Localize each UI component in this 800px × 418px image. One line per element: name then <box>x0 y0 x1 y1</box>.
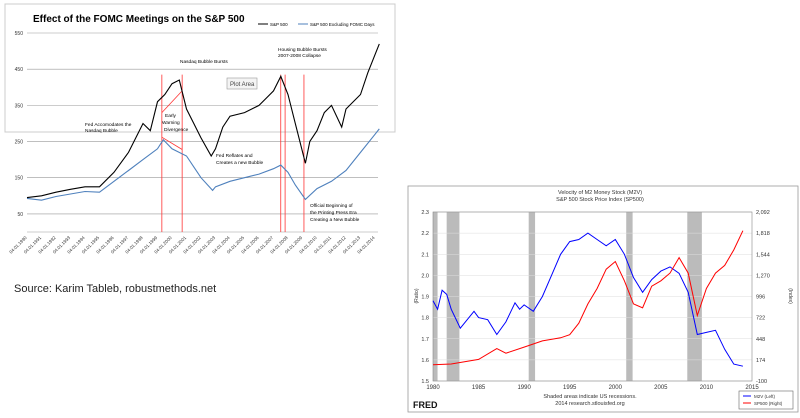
annotation: Creating a New Bubble <box>310 217 360 223</box>
y-tick-label: 2.3 <box>421 210 429 216</box>
series-line-0 <box>26 43 380 199</box>
y-right-axis-label: (Index) <box>787 288 793 304</box>
y-right-tick-label: 2,092 <box>756 210 770 216</box>
y-tick-label: 2.1 <box>421 252 429 258</box>
chart-title: Effect of the FOMC Meetings on the S&P 5… <box>33 14 245 25</box>
y-right-tick-label: 1,818 <box>756 231 770 237</box>
divergence-arrow <box>161 90 183 113</box>
x-tick-label: 1990 <box>517 385 531 391</box>
annotation: Nasdaq Bubble <box>85 128 118 134</box>
x-tick-label: 2015 <box>745 385 759 391</box>
x-tick-label: 2000 <box>609 385 623 391</box>
y-tick-label: 1.7 <box>421 337 429 343</box>
x-tick-label: 1995 <box>563 385 577 391</box>
y-axis-label: (Ratio) <box>414 288 420 303</box>
legend-label: S&P 500 Excluding FOMC Days <box>310 22 375 27</box>
y-right-tick-label: 448 <box>756 337 765 343</box>
chart-title: Velocity of M2 Money Stock (M2V) <box>558 190 642 196</box>
y-tick-label: 350 <box>15 103 24 109</box>
series-line-1 <box>26 128 380 201</box>
y-tick-label: 550 <box>15 31 24 37</box>
plot-frame <box>432 211 753 382</box>
legend-label: S&P 500 <box>270 22 288 27</box>
chart-subtitle: S&P 500 Stock Price Index (SP500) <box>556 197 644 203</box>
y-right-tick-label: 996 <box>756 295 765 301</box>
y-tick-label: 250 <box>15 140 24 146</box>
annotation: Early <box>165 113 177 119</box>
y-tick-label: 2.2 <box>421 231 429 237</box>
y-tick-label: 1.9 <box>421 295 429 301</box>
legend-label: M2V (Left) <box>754 394 776 399</box>
legend-box <box>738 390 794 410</box>
annotation: Divergence <box>164 127 189 133</box>
annotation: Creates a new Bubble <box>216 160 264 166</box>
x-tick-label: 1980 <box>426 385 440 391</box>
annotation: Official Beginning of <box>310 203 353 209</box>
y-right-tick-label: 722 <box>756 316 765 322</box>
series-line-1 <box>432 230 744 366</box>
y-right-tick-label: 1,544 <box>756 252 770 258</box>
x-tick-label: 2005 <box>654 385 668 391</box>
annotation: Plot Area <box>230 82 255 88</box>
y-tick-label: 50 <box>17 212 23 218</box>
annotation: the Printing Press Era <box>310 210 357 216</box>
annotation: 2007-2008 Collapse <box>278 53 321 59</box>
right-chart-panel <box>407 185 799 413</box>
annotation: Nasdaq Bubble Bursts <box>180 59 228 65</box>
fred-logo: FRED <box>413 400 438 410</box>
y-right-tick-label: -100 <box>756 379 767 385</box>
y-tick-label: 1.8 <box>421 316 429 322</box>
y-tick-label: 150 <box>15 176 24 182</box>
y-tick-label: 2.0 <box>421 273 429 279</box>
y-right-tick-label: 1,270 <box>756 273 770 279</box>
y-tick-label: 1.6 <box>421 358 429 364</box>
y-right-tick-label: 174 <box>756 358 765 364</box>
annotation: Housing Bubble Bursts <box>278 47 327 53</box>
series-line-0 <box>432 232 744 367</box>
left-chart-panel <box>4 3 396 133</box>
annotation: Fed Accomodates the <box>85 122 132 128</box>
annotation: Warning <box>162 120 180 126</box>
y-tick-label: 450 <box>15 67 24 73</box>
x-tick-label: 1985 <box>472 385 486 391</box>
annotation: Fed Reflates and <box>216 153 253 159</box>
x-tick-label: 2010 <box>700 385 714 391</box>
footer-note: Shaded areas indicate US recessions. <box>543 394 637 400</box>
plot-area-tooltip <box>226 77 258 90</box>
footer-note: 2014 research.stlouisfed.org <box>555 401 624 407</box>
legend-label: SP500 (Right) <box>754 401 783 406</box>
y-tick-label: 1.5 <box>421 379 429 385</box>
divergence-arrow <box>161 136 183 150</box>
source-caption: Source: Karim Tableb, robustmethods.net <box>14 283 216 295</box>
